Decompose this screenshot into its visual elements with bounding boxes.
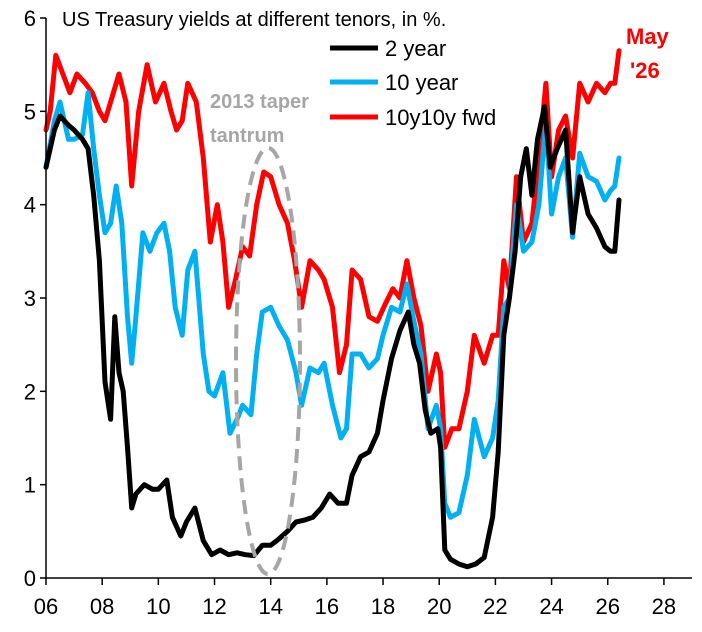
x-tick-label: 22 (483, 594, 507, 619)
legend-label-10y10y-fwd: 10y10y fwd (385, 105, 496, 130)
series-layer (43, 48, 622, 570)
x-tick-label: 08 (90, 594, 114, 619)
x-tick-label: 18 (371, 594, 395, 619)
y-tick-label: 2 (24, 379, 36, 404)
y-tick-label: 4 (24, 193, 36, 218)
taper-annotation-line2: tantrum (210, 125, 284, 147)
series-line-10-year (43, 90, 622, 520)
y-tick-label: 6 (24, 6, 36, 31)
legend-label-2-year: 2 year (385, 36, 446, 61)
y-tick-label: 0 (24, 566, 36, 591)
date-annotation-line2: '26 (630, 58, 660, 83)
x-tick-label: 06 (34, 594, 58, 619)
x-tick-label: 20 (427, 594, 451, 619)
x-tick-label: 14 (258, 594, 282, 619)
y-tick-label: 3 (24, 286, 36, 311)
y-tick-label: 1 (24, 473, 36, 498)
x-tick-label: 10 (146, 594, 170, 619)
chart-title: US Treasury yields at different tenors, … (62, 9, 446, 31)
x-tick-label: 16 (315, 594, 339, 619)
y-axis-ticks: 0 1 2 3 4 5 6 (24, 6, 46, 591)
x-tick-label: 26 (595, 594, 619, 619)
date-annotation-line1: May (626, 24, 670, 49)
legend: 2 year 10 year 10y10y fwd (330, 36, 496, 130)
taper-tantrum-ellipse (234, 146, 302, 576)
x-axis-ticks: 06 08 10 12 14 16 18 20 22 24 26 28 (34, 578, 676, 619)
taper-annotation-line1: 2013 taper (210, 91, 309, 113)
x-tick-label: 12 (202, 594, 226, 619)
legend-label-10-year: 10 year (385, 70, 458, 95)
series-line-10y10y-fwd (43, 48, 622, 450)
x-tick-label: 24 (539, 594, 563, 619)
x-tick-label: 28 (652, 594, 676, 619)
y-tick-label: 5 (24, 99, 36, 124)
series-line-2-year (43, 104, 622, 570)
